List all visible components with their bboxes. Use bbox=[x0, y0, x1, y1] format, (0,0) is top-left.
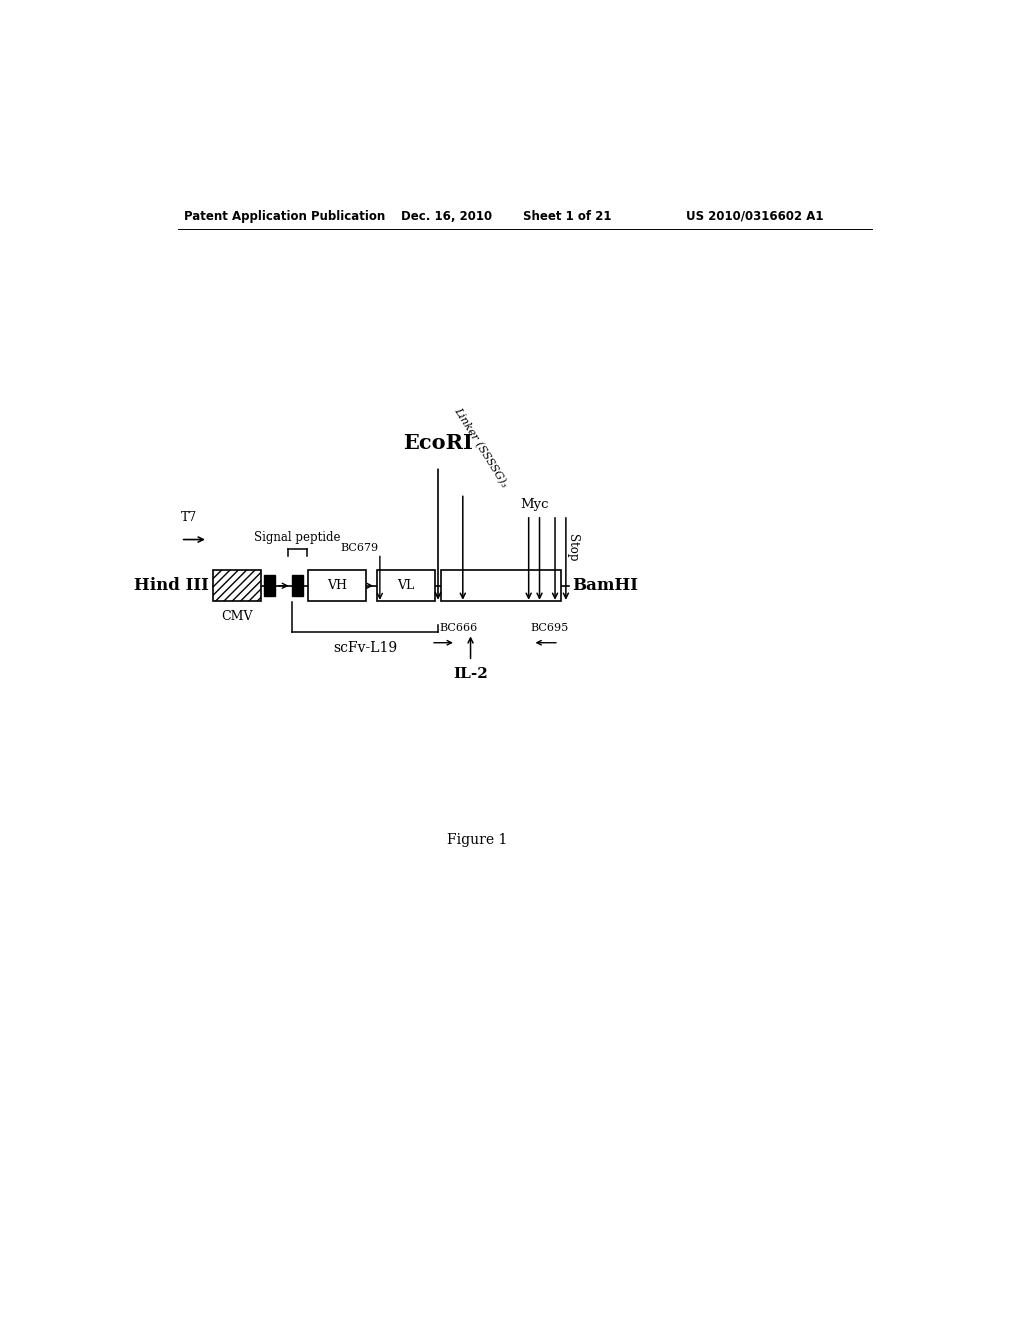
Text: US 2010/0316602 A1: US 2010/0316602 A1 bbox=[686, 210, 823, 223]
Text: Figure 1: Figure 1 bbox=[446, 833, 507, 847]
Bar bbox=[264, 576, 275, 597]
Text: BC679: BC679 bbox=[340, 544, 378, 553]
Bar bbox=[377, 570, 435, 601]
Text: Dec. 16, 2010: Dec. 16, 2010 bbox=[400, 210, 492, 223]
Bar bbox=[308, 570, 366, 601]
Text: scFv-L19: scFv-L19 bbox=[333, 642, 397, 655]
Text: Signal peptide: Signal peptide bbox=[255, 531, 341, 544]
Text: BC695: BC695 bbox=[530, 623, 568, 632]
Text: BC666: BC666 bbox=[439, 623, 478, 632]
Bar bbox=[213, 570, 261, 601]
Text: Sheet 1 of 21: Sheet 1 of 21 bbox=[523, 210, 611, 223]
Text: T7: T7 bbox=[180, 511, 197, 524]
Text: Patent Application Publication: Patent Application Publication bbox=[183, 210, 385, 223]
Text: Stop: Stop bbox=[565, 533, 579, 561]
Text: Myc: Myc bbox=[520, 498, 548, 511]
Text: Linker (SSSSG)₃: Linker (SSSSG)₃ bbox=[452, 407, 510, 490]
Text: VH: VH bbox=[327, 579, 347, 593]
Text: BamHI: BamHI bbox=[572, 577, 638, 594]
Text: Hind III: Hind III bbox=[134, 577, 209, 594]
Bar bbox=[292, 576, 303, 597]
Text: IL-2: IL-2 bbox=[454, 668, 487, 681]
Text: CMV: CMV bbox=[221, 610, 253, 623]
Text: EcoRI: EcoRI bbox=[403, 433, 473, 453]
Bar bbox=[441, 570, 561, 601]
Text: VL: VL bbox=[397, 579, 415, 593]
